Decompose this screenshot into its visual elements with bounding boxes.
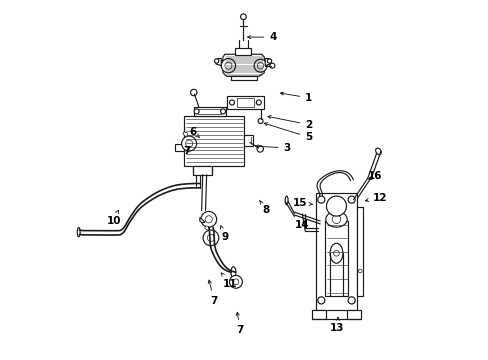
Ellipse shape <box>77 228 80 237</box>
Circle shape <box>205 216 212 223</box>
Polygon shape <box>346 310 361 319</box>
Bar <box>198 109 221 114</box>
Bar <box>324 221 347 296</box>
Circle shape <box>214 59 218 63</box>
Bar <box>226 96 264 109</box>
Text: 5: 5 <box>264 123 312 142</box>
Text: 10: 10 <box>107 210 121 226</box>
Polygon shape <box>216 59 221 66</box>
Bar <box>193 107 225 116</box>
Circle shape <box>333 250 339 256</box>
Polygon shape <box>311 310 325 319</box>
Circle shape <box>347 196 354 203</box>
Circle shape <box>347 297 354 304</box>
Bar <box>192 166 212 175</box>
Text: 7: 7 <box>236 312 244 335</box>
Circle shape <box>358 269 361 273</box>
Circle shape <box>203 230 218 246</box>
Bar <box>356 207 363 296</box>
Circle shape <box>181 136 196 151</box>
Bar <box>230 76 256 80</box>
Circle shape <box>269 63 274 68</box>
Ellipse shape <box>285 196 287 204</box>
Circle shape <box>256 100 261 105</box>
Text: 7: 7 <box>183 147 191 157</box>
Circle shape <box>220 109 225 114</box>
Text: 1: 1 <box>280 92 312 103</box>
Polygon shape <box>244 135 253 146</box>
Text: 8: 8 <box>259 200 269 215</box>
Circle shape <box>317 196 324 203</box>
Circle shape <box>267 59 271 63</box>
Text: 6: 6 <box>189 127 199 138</box>
Text: 9: 9 <box>220 226 228 242</box>
Ellipse shape <box>325 211 346 227</box>
Circle shape <box>207 234 214 242</box>
Circle shape <box>201 211 216 227</box>
Circle shape <box>194 109 199 114</box>
Circle shape <box>257 146 263 152</box>
Circle shape <box>221 59 235 73</box>
Circle shape <box>229 100 234 105</box>
Ellipse shape <box>230 267 235 278</box>
Circle shape <box>326 196 346 216</box>
Text: 16: 16 <box>367 171 381 181</box>
Text: 13: 13 <box>329 317 344 333</box>
Bar <box>236 98 254 107</box>
Circle shape <box>258 118 263 123</box>
Bar <box>183 116 244 166</box>
Text: 12: 12 <box>365 193 386 203</box>
Text: 11: 11 <box>221 273 237 289</box>
Text: 14: 14 <box>294 220 308 230</box>
Circle shape <box>331 215 340 224</box>
Circle shape <box>240 14 246 19</box>
Text: 4: 4 <box>247 32 276 42</box>
Circle shape <box>229 275 242 288</box>
Text: 15: 15 <box>292 198 312 208</box>
Polygon shape <box>222 54 264 76</box>
Circle shape <box>190 89 197 96</box>
Text: 3: 3 <box>255 143 290 153</box>
Bar <box>235 48 251 55</box>
Text: 7: 7 <box>208 280 217 306</box>
Polygon shape <box>200 217 205 223</box>
Polygon shape <box>204 226 209 230</box>
Circle shape <box>185 140 192 147</box>
Ellipse shape <box>375 148 381 155</box>
Circle shape <box>233 279 238 285</box>
Polygon shape <box>315 193 356 310</box>
Text: 2: 2 <box>267 116 312 130</box>
Circle shape <box>317 297 324 304</box>
Circle shape <box>257 63 263 69</box>
Polygon shape <box>183 132 188 136</box>
Circle shape <box>254 59 266 72</box>
Circle shape <box>224 62 231 69</box>
Ellipse shape <box>329 243 342 263</box>
Polygon shape <box>264 59 270 66</box>
Polygon shape <box>175 144 183 152</box>
